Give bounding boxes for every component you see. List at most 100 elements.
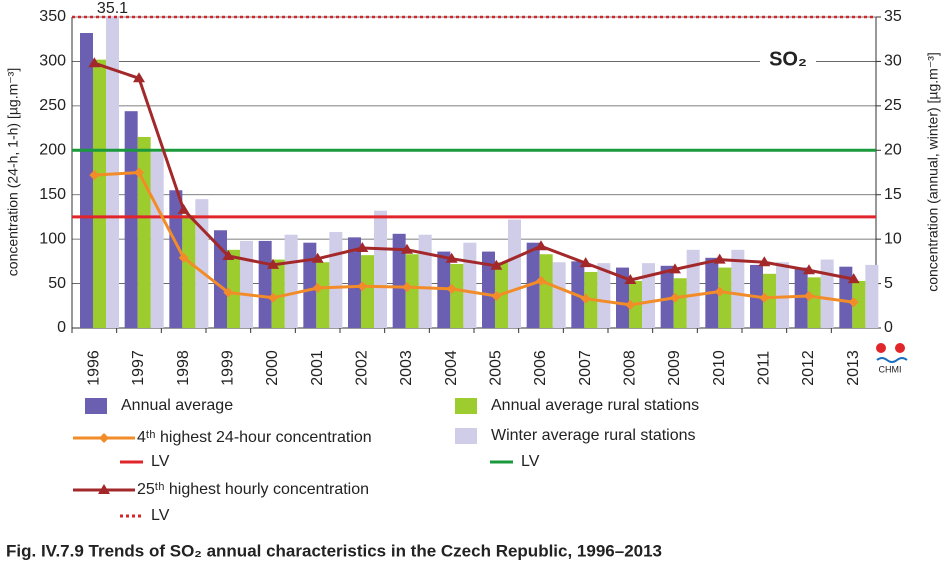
marker bbox=[267, 258, 279, 269]
bar bbox=[673, 278, 687, 328]
bar bbox=[660, 265, 674, 328]
y2-tick-label: 35 bbox=[884, 8, 902, 25]
marker bbox=[98, 484, 110, 494]
y2-tick-label: 20 bbox=[884, 142, 902, 159]
bar bbox=[316, 262, 330, 328]
bar bbox=[763, 273, 776, 328]
x-tick-label: 1998 bbox=[175, 350, 192, 386]
x-tick-label: 2011 bbox=[756, 351, 773, 386]
bar bbox=[169, 190, 183, 328]
y-tick-label: 250 bbox=[39, 97, 66, 114]
bar bbox=[361, 255, 374, 328]
x-tick-label: 2012 bbox=[800, 350, 817, 386]
y-tick-label: 100 bbox=[39, 230, 66, 247]
x-tick-label: 2009 bbox=[666, 350, 683, 386]
x-tick-label: 2010 bbox=[711, 350, 728, 386]
legend-label: 4ᵗʰ highest 24-hour concentration bbox=[137, 429, 372, 446]
bar bbox=[392, 233, 406, 328]
bar bbox=[329, 232, 343, 328]
y2-tick-label: 10 bbox=[884, 230, 902, 247]
legend-label: Winter average rural stations bbox=[491, 427, 696, 444]
marker bbox=[491, 291, 502, 302]
y2-axis-label: concentration (annual, winter) [µg.m⁻³] bbox=[925, 52, 941, 292]
y2-tick-label: 25 bbox=[884, 97, 902, 114]
legend-swatch bbox=[85, 398, 107, 414]
marker bbox=[625, 299, 636, 310]
y2-tick-label: 5 bbox=[884, 275, 893, 292]
bar bbox=[271, 259, 285, 328]
marker bbox=[536, 275, 546, 286]
chart-title: Fig. IV.7.9 Trends of SO₂ annual charact… bbox=[6, 541, 662, 560]
bar bbox=[284, 234, 298, 328]
bar bbox=[552, 262, 566, 328]
legend-swatch bbox=[455, 398, 477, 414]
marker bbox=[402, 282, 412, 293]
bar bbox=[418, 234, 432, 328]
x-tick-label: 2007 bbox=[577, 350, 594, 386]
marker bbox=[848, 297, 859, 308]
bar bbox=[80, 32, 93, 328]
logo: CHMI bbox=[876, 343, 908, 374]
line bbox=[94, 170, 854, 307]
marker bbox=[490, 259, 503, 270]
marker bbox=[669, 263, 681, 274]
marker bbox=[803, 264, 815, 275]
x-tick-label: 2005 bbox=[488, 350, 505, 386]
bar bbox=[820, 259, 834, 328]
marker bbox=[714, 286, 725, 297]
y-tick-label: 300 bbox=[39, 53, 66, 70]
annotation: SO₂ bbox=[769, 48, 807, 70]
bar bbox=[508, 219, 521, 328]
x-tick-label: 1999 bbox=[220, 350, 237, 386]
annotation-bg bbox=[760, 47, 816, 73]
legend-label: LV bbox=[151, 453, 170, 470]
bar bbox=[807, 277, 821, 328]
x-tick-label: 2001 bbox=[309, 350, 326, 386]
bar bbox=[348, 237, 361, 328]
bar bbox=[258, 240, 272, 328]
bar bbox=[137, 136, 151, 328]
x-tick-label: 2004 bbox=[443, 350, 460, 386]
bar bbox=[150, 152, 164, 328]
marker bbox=[580, 293, 591, 304]
marker bbox=[177, 203, 190, 214]
bar bbox=[214, 230, 227, 328]
bar bbox=[482, 251, 495, 328]
y-tick-label: 200 bbox=[39, 142, 66, 159]
x-tick-label: 2008 bbox=[622, 350, 639, 386]
marker bbox=[178, 252, 189, 263]
bar bbox=[374, 210, 387, 328]
marker bbox=[222, 250, 235, 261]
x-tick-label: 2006 bbox=[532, 350, 549, 386]
marker bbox=[356, 242, 369, 253]
y-tick-label: 350 bbox=[39, 8, 66, 25]
marker bbox=[713, 253, 726, 264]
logo-text: CHMI bbox=[879, 364, 902, 374]
bar bbox=[463, 242, 477, 328]
marker bbox=[759, 292, 770, 303]
marker bbox=[223, 287, 234, 298]
marker bbox=[311, 252, 324, 263]
bar bbox=[731, 249, 745, 328]
marker bbox=[804, 291, 814, 302]
x-tick-label: 1997 bbox=[130, 350, 147, 386]
legend-swatch bbox=[455, 428, 477, 444]
y2-tick-label: 0 bbox=[884, 319, 893, 336]
marker bbox=[89, 170, 100, 181]
legend-label: LV bbox=[151, 507, 170, 524]
marker bbox=[268, 292, 278, 303]
bar bbox=[405, 254, 419, 328]
legend-label: Annual average bbox=[121, 397, 233, 414]
x-tick-label: 2000 bbox=[264, 350, 281, 386]
legend-label: LV bbox=[521, 453, 540, 470]
marker bbox=[88, 57, 101, 68]
bar bbox=[597, 263, 611, 328]
bar bbox=[539, 254, 553, 328]
marker bbox=[624, 274, 637, 285]
marker bbox=[134, 167, 144, 178]
bar bbox=[227, 249, 240, 328]
x-tick-label: 2003 bbox=[398, 350, 415, 386]
marker bbox=[579, 257, 592, 268]
bar bbox=[182, 215, 196, 328]
marker bbox=[446, 283, 457, 294]
